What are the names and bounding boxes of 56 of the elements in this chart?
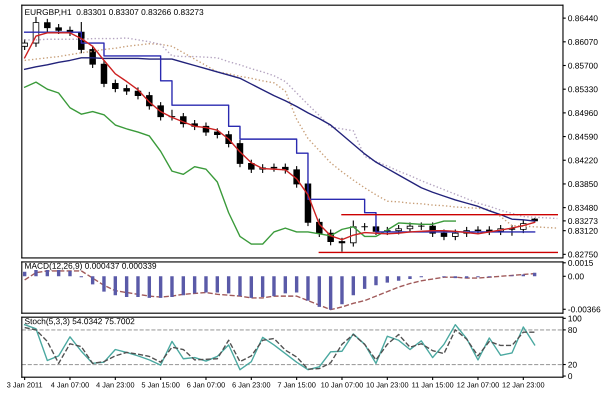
line-series: [24, 270, 536, 310]
bar: [362, 276, 366, 289]
bar: [114, 276, 118, 296]
y-tick-label: 0: [568, 373, 572, 380]
bar: [182, 276, 186, 296]
bar: [34, 270, 38, 276]
bar: [148, 276, 152, 298]
y-tick-label: 0.84590: [568, 134, 598, 140]
candlestick: [134, 87, 142, 100]
y-tick-label: 0.82750: [568, 252, 598, 258]
candlestick: [248, 160, 255, 173]
chart-title: MACD(12,26,9) 0.000437 0.000339: [25, 262, 156, 270]
candlestick: [44, 18, 51, 32]
y-tick-label: 0.86070: [568, 39, 598, 45]
y-tick-label: 100: [568, 316, 582, 322]
y-tick-label: 0.84960: [568, 110, 598, 116]
y-tick-label: 0.86440: [568, 15, 598, 22]
bar: [352, 276, 356, 296]
bar: [90, 276, 94, 284]
bar: [192, 276, 196, 294]
y-tick-label: 0.85700: [568, 62, 598, 69]
y-tick-label: 0.84220: [568, 157, 598, 164]
candlestick: [440, 229, 448, 240]
bar: [226, 276, 230, 294]
chart-title: EURGBP,H1 0.83301 0.83307 0.83266 0.83273: [25, 9, 204, 16]
bar: [46, 270, 50, 276]
bar: [260, 276, 264, 298]
bar: [124, 276, 128, 298]
bar: [386, 276, 390, 283]
bar: [158, 276, 162, 298]
y-tick-label: 0.83480: [568, 204, 598, 211]
y-tick-label: 20: [568, 362, 577, 368]
line-series: [24, 81, 456, 245]
y-tick-label: 0.83120: [568, 228, 598, 234]
bar: [250, 276, 254, 298]
chart-title: Stoch(5,3,3) 54.0342 75.7002: [24, 318, 134, 326]
bar: [396, 276, 400, 281]
candlestick: [100, 60, 108, 88]
y-tick-label: 0.00: [568, 274, 584, 280]
bar: [532, 272, 536, 276]
y-tick-label: -0.00366: [568, 306, 600, 312]
bar: [56, 270, 60, 276]
y-tick-label: 80: [568, 327, 577, 333]
bar: [318, 276, 322, 307]
y-tick-label: 0.85330: [568, 86, 598, 92]
y-tick-label: 0.83273: [568, 218, 598, 224]
candlestick: [112, 80, 119, 92]
bar: [216, 276, 220, 293]
candlestick: [452, 229, 459, 240]
candlestick: [338, 238, 346, 252]
y-tick-label: 0.0015: [568, 260, 593, 266]
y-tick-label: 0.83850: [568, 181, 598, 188]
bar: [328, 276, 332, 310]
bar: [284, 276, 288, 294]
bar: [294, 276, 298, 293]
bar: [22, 272, 26, 276]
